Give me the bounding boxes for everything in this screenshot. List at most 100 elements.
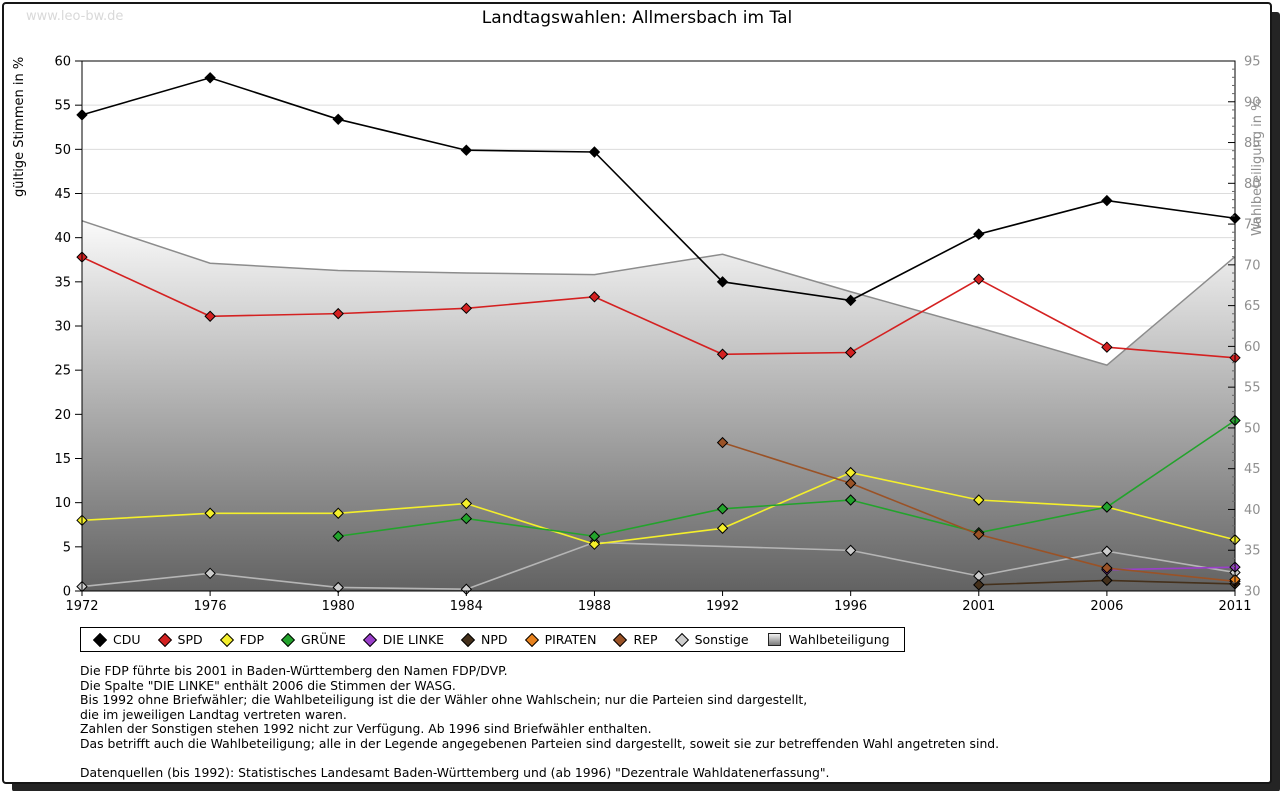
left-tick-label: 15 xyxy=(54,452,71,467)
x-tick-label: 1972 xyxy=(65,599,98,614)
legend-label: Wahlbeteiligung xyxy=(788,632,890,647)
legend-item-grüne: GRÜNE xyxy=(280,632,346,647)
x-tick-label: 1984 xyxy=(450,599,483,614)
footnote-line: Die FDP führte bis 2001 in Baden-Württem… xyxy=(80,663,508,678)
right-tick-label: 70 xyxy=(1244,258,1261,273)
footnote-line: die im jeweiligen Landtag vertreten ware… xyxy=(80,706,347,722)
diamond-marker-icon xyxy=(674,632,689,647)
legend-item-wahlbeteiligung: Wahlbeteiligung xyxy=(767,632,890,647)
series-line-spd xyxy=(81,256,1236,359)
data-point-grüne xyxy=(588,530,601,542)
legend-item-die-linke: DIE LINKE xyxy=(362,632,445,647)
left-tick-label: 20 xyxy=(54,408,71,423)
diamond-marker-icon xyxy=(613,632,628,647)
data-point-npd xyxy=(973,579,985,591)
footnotes: Die FDP führte bis 2001 in Baden-Württem… xyxy=(80,663,1000,781)
data-point-sonstige xyxy=(204,567,216,580)
data-point-cdu xyxy=(844,294,857,307)
legend-item-sonstige: Sonstige xyxy=(674,632,749,647)
left-tick-label: 35 xyxy=(54,275,71,290)
data-point-rep xyxy=(716,436,729,449)
right-tick-label: 65 xyxy=(1244,299,1261,314)
data-point-grüne xyxy=(716,503,729,515)
right-tick-label: 45 xyxy=(1244,462,1261,477)
left-tick-label: 40 xyxy=(54,231,71,246)
left-tick-label: 30 xyxy=(54,320,71,335)
diamond-marker-icon xyxy=(157,632,172,647)
data-point-rep xyxy=(1101,562,1113,574)
data-point-spd xyxy=(844,346,857,359)
right-tick-label: 95 xyxy=(1244,55,1261,70)
left-tick-label: 0 xyxy=(63,585,71,600)
x-tick-label: 2011 xyxy=(1218,599,1251,614)
series-line-die-linke xyxy=(1106,566,1236,571)
legend-item-rep: REP xyxy=(613,632,658,647)
legend-item-fdp: FDP xyxy=(219,632,264,647)
data-point-spd xyxy=(973,273,985,285)
legend-label: REP xyxy=(633,632,658,647)
turnout-area xyxy=(82,220,1235,592)
right-tick-label: 50 xyxy=(1244,421,1261,436)
right-tick-label: 30 xyxy=(1244,585,1261,600)
data-point-rep xyxy=(973,528,985,541)
left-tick-label: 55 xyxy=(54,99,71,114)
left-tick-label: 5 xyxy=(63,540,71,555)
data-point-spd xyxy=(1101,341,1113,353)
legend-item-spd: SPD xyxy=(157,632,203,647)
left-tick-label: 45 xyxy=(54,187,71,202)
footnote-line: Das betrifft auch die Wahlbeteiligung; a… xyxy=(80,735,1000,751)
footnote-line: Bis 1992 ohne Briefwähler; die Wahlbetei… xyxy=(80,692,808,707)
data-point-fdp xyxy=(460,497,473,510)
right-tick-label: 75 xyxy=(1244,218,1261,233)
data-point-fdp xyxy=(588,538,601,550)
left-tick-label: 10 xyxy=(54,496,71,511)
legend-label: DIE LINKE xyxy=(382,632,445,647)
data-point-rep xyxy=(844,477,857,489)
chart-title: Landtagswahlen: Allmersbach im Tal xyxy=(481,8,793,28)
data-point-cdu xyxy=(460,144,473,156)
right-tick-label: 60 xyxy=(1244,340,1261,355)
data-point-spd xyxy=(588,291,601,303)
data-point-cdu xyxy=(1101,194,1113,207)
left-tick-label: 50 xyxy=(54,143,71,158)
data-point-cdu xyxy=(588,146,601,158)
data-point-fdp xyxy=(716,522,729,534)
right-tick-label: 35 xyxy=(1244,544,1261,559)
legend-item-npd: NPD xyxy=(460,632,508,647)
turnout-line xyxy=(81,220,1236,366)
footnote-line: Zahlen der Sonstigen stehen 1992 nicht z… xyxy=(80,721,652,736)
turnout-area-icon xyxy=(767,633,781,646)
series-line-cdu xyxy=(81,76,1236,302)
x-tick-label: 1988 xyxy=(578,599,611,614)
diamond-marker-icon xyxy=(362,632,377,647)
data-point-spd xyxy=(716,348,729,360)
data-point-spd xyxy=(204,310,216,322)
source-line: Datenquellen (bis 1992): Statistisches L… xyxy=(80,765,830,780)
data-point-cdu xyxy=(332,113,344,126)
data-point-grüne xyxy=(332,530,344,542)
left-tick-label: 25 xyxy=(54,364,71,379)
legend-label: PIRATEN xyxy=(544,632,597,647)
data-point-grüne xyxy=(460,512,473,525)
data-point-spd xyxy=(332,307,344,320)
data-point-sonstige xyxy=(1101,545,1113,557)
left-tick-label: 60 xyxy=(54,55,71,70)
diamond-marker-icon xyxy=(280,632,296,647)
legend-item-cdu: CDU xyxy=(92,632,141,647)
watermark: www.leo-bw.de xyxy=(26,9,124,24)
data-point-grüne xyxy=(1101,501,1113,513)
x-tick-label: 1976 xyxy=(194,599,227,614)
chart-plot: 6055504540353025201510509590858075706560… xyxy=(54,55,1261,615)
right-tick-label: 85 xyxy=(1244,136,1261,151)
data-point-cdu xyxy=(973,228,985,240)
legend-label: SPD xyxy=(177,632,203,647)
legend: CDU SPD FDP GRÜNE DIE LINKE NPD PIRATEN REP Sons… xyxy=(80,627,905,652)
x-tick-label: 2001 xyxy=(962,599,995,614)
footnote-line: Die Spalte "DIE LINKE" enthält 2006 die … xyxy=(80,677,456,693)
x-tick-label: 2006 xyxy=(1090,599,1123,614)
legend-label: GRÜNE xyxy=(300,632,346,647)
right-tick-label: 80 xyxy=(1244,177,1261,192)
right-tick-label: 40 xyxy=(1244,503,1261,518)
legend-item-piraten: PIRATEN xyxy=(524,632,597,647)
